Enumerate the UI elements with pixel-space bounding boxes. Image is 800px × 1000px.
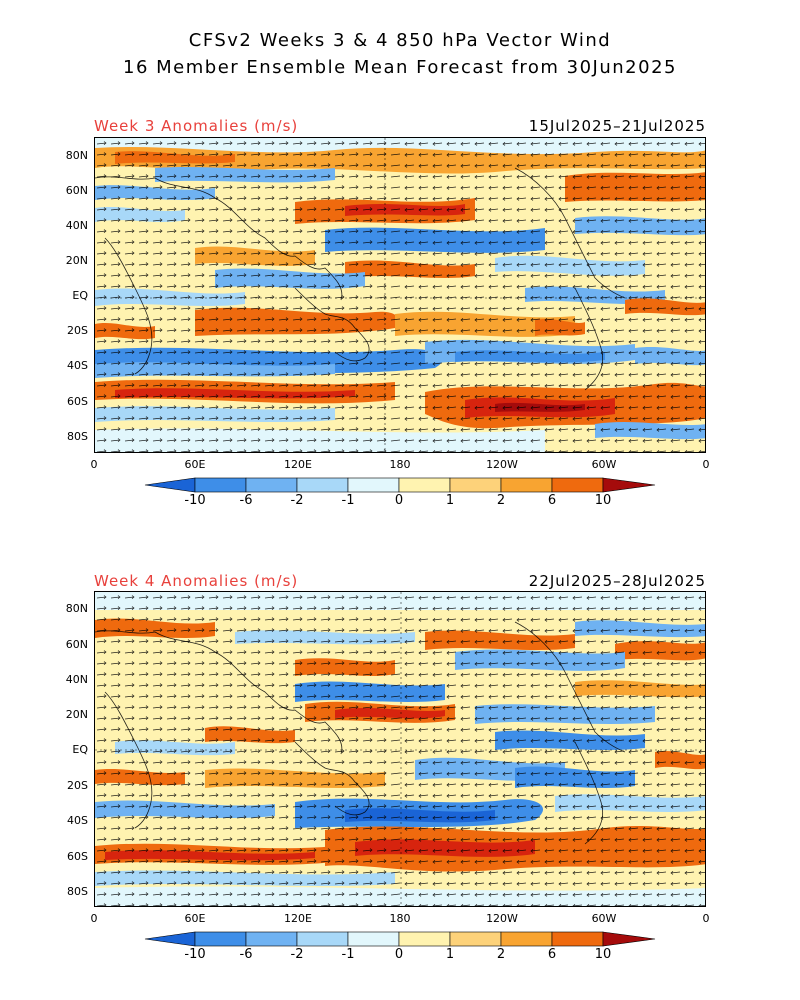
title-line-1: CFSv2 Weeks 3 & 4 850 hPa Vector Wind	[188, 30, 612, 51]
colorbar-swatch	[194, 477, 247, 493]
colorbar-swatch	[144, 477, 196, 493]
lon-label-0-left: 0	[90, 912, 98, 925]
lat-label-20s: 20S	[67, 779, 88, 792]
colorbar-swatch	[194, 931, 247, 947]
colorbar-label: 0	[394, 947, 404, 962]
colorbar-label: -2	[290, 947, 304, 962]
lat-label-40n: 40N	[65, 673, 88, 686]
lon-label-60e: 60E	[184, 458, 206, 471]
colorbar-label: -6	[239, 493, 253, 508]
week3-date-range: 15Jul2025–21Jul2025	[528, 117, 706, 135]
lat-label-60s: 60S	[67, 850, 88, 863]
lat-label-40n: 40N	[65, 219, 88, 232]
lon-label-0-left: 0	[90, 458, 98, 471]
colorbar-swatch	[500, 477, 553, 493]
week3-map	[94, 137, 706, 453]
colorbar-swatch	[551, 931, 604, 947]
lon-label-120e: 120E	[284, 458, 312, 471]
colorbar-swatch	[449, 477, 502, 493]
colorbar-label: 6	[547, 493, 557, 508]
lat-label-40s: 40S	[67, 359, 88, 372]
colorbar-swatch	[245, 477, 298, 493]
week4-panel-title: Week 4 Anomalies (m/s)	[94, 572, 299, 590]
lon-label-180: 180	[389, 458, 411, 471]
colorbar-swatch	[347, 931, 400, 947]
colorbar-swatch	[551, 477, 604, 493]
colorbar-swatch	[245, 931, 298, 947]
colorbar-label: 1	[445, 947, 455, 962]
title-line-2: 16 Member Ensemble Mean Forecast from 30…	[123, 57, 677, 78]
colorbar-swatch	[449, 931, 502, 947]
colorbar-week4: -10 -6 -2 -1 0 1 2 6 10	[0, 930, 800, 962]
lat-label-80s: 80S	[67, 430, 88, 443]
lon-label-120w: 120W	[486, 458, 518, 471]
lat-label-60n: 60N	[65, 638, 88, 651]
colorbar-label: 1	[445, 493, 455, 508]
colorbar-swatch	[296, 931, 349, 947]
colorbar-label: -10	[184, 493, 206, 508]
lat-label-40s: 40S	[67, 814, 88, 827]
colorbar-swatch	[296, 477, 349, 493]
week3-panel-title: Week 3 Anomalies (m/s)	[94, 117, 299, 135]
lat-label-20n: 20N	[65, 254, 88, 267]
lat-label-80s: 80S	[67, 885, 88, 898]
colorbar-label: -6	[239, 947, 253, 962]
lat-label-eq: EQ	[72, 289, 88, 302]
colorbar-swatch	[602, 931, 656, 947]
colorbar-week4-bar	[144, 931, 656, 947]
lat-label-80n: 80N	[65, 602, 88, 615]
lat-label-20s: 20S	[67, 324, 88, 337]
lat-label-eq: EQ	[72, 743, 88, 756]
week4-map	[94, 591, 706, 907]
colorbar-label: -10	[184, 947, 206, 962]
lat-label-60s: 60S	[67, 395, 88, 408]
colorbar-label: 2	[496, 493, 506, 508]
colorbar-swatch	[602, 477, 656, 493]
colorbar-label: 2	[496, 947, 506, 962]
colorbar-swatch	[144, 931, 196, 947]
colorbar-label: -2	[290, 493, 304, 508]
colorbar-swatch	[500, 931, 553, 947]
week4-date-range: 22Jul2025–28Jul2025	[528, 572, 706, 590]
lat-label-80n: 80N	[65, 149, 88, 162]
lat-label-60n: 60N	[65, 184, 88, 197]
colorbar-label: 6	[547, 947, 557, 962]
colorbar-swatch	[347, 477, 400, 493]
colorbar-label: 10	[594, 493, 612, 508]
colorbar-swatch	[398, 931, 451, 947]
colorbar-label: -1	[341, 947, 355, 962]
colorbar-week3-bar	[144, 477, 656, 493]
lon-label-120e: 120E	[284, 912, 312, 925]
lat-label-20n: 20N	[65, 708, 88, 721]
lon-label-60w: 60W	[591, 458, 617, 471]
lon-label-0-right: 0	[702, 458, 710, 471]
lon-label-120w: 120W	[486, 912, 518, 925]
colorbar-swatch	[398, 477, 451, 493]
lon-label-0-right: 0	[702, 912, 710, 925]
lon-label-180: 180	[389, 912, 411, 925]
colorbar-label: 0	[394, 493, 404, 508]
lon-label-60e: 60E	[184, 912, 206, 925]
lon-label-60w: 60W	[591, 912, 617, 925]
colorbar-week3: -10 -6 -2 -1 0 1 2 6 10	[0, 476, 800, 508]
colorbar-label: -1	[341, 493, 355, 508]
colorbar-label: 10	[594, 947, 612, 962]
